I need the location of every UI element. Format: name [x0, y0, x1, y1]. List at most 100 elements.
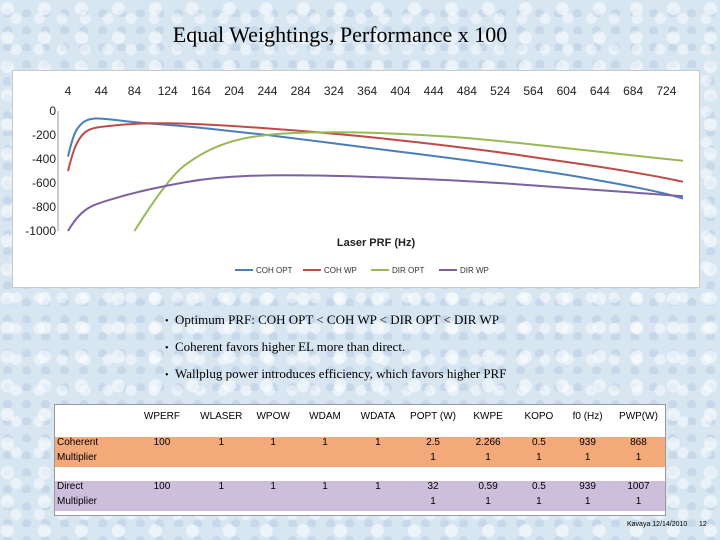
table-header-cell: WDAM	[309, 410, 341, 422]
table-header-cell: WPERF	[143, 410, 180, 422]
parameter-table-panel: WPERF WLASER WPOW WDAM WDATA POPT (W) KW…	[54, 404, 666, 516]
table-cell: 939	[563, 437, 612, 452]
table-cell: 1	[194, 481, 248, 496]
x-tick-label: 724	[656, 84, 676, 98]
table-cell	[298, 452, 352, 467]
y-tick-label: 0	[49, 104, 56, 118]
bullet-text: Coherent favors higher EL more than dire…	[175, 339, 406, 354]
bullet-list: • Optimum PRF: COH OPT < COH WP < DIR OPT…	[165, 312, 685, 393]
table-header-cell: PWP(W)	[619, 410, 658, 422]
x-tick-label: 244	[257, 84, 277, 98]
table-cell	[194, 496, 248, 511]
table-cell: 1	[194, 437, 248, 452]
table-cell: 1	[247, 481, 299, 496]
table-cell: 1	[514, 496, 564, 511]
table-row: Multiplier 1 1 1 1 1	[55, 496, 665, 511]
table-cell: 868	[611, 437, 665, 452]
table-cell: 1	[461, 452, 515, 467]
series-line-dir-wp	[67, 174, 684, 232]
chart-legend: COH OPT COH WP DIR OPT DIR WP	[235, 266, 489, 275]
table-cell: 1	[404, 452, 462, 467]
bullet-text: Optimum PRF: COH OPT < COH WP < DIR OPT …	[175, 312, 499, 327]
x-tick-label: 644	[590, 84, 610, 98]
slide-title: Equal Weightings, Performance x 100	[172, 22, 508, 47]
x-tick-label: 684	[623, 84, 643, 98]
x-tick-label: 484	[457, 84, 477, 98]
table-header-row: WPERF WLASER WPOW WDAM WDATA POPT (W) KW…	[55, 405, 665, 427]
series-lines	[67, 117, 684, 232]
table-cell: 100	[129, 481, 195, 496]
bullet-text: Wallplug power introduces efficiency, wh…	[175, 366, 507, 381]
x-tick-label: 124	[158, 84, 178, 98]
bullet-item: • Wallplug power introduces efficiency, w…	[165, 366, 507, 381]
table-cell	[129, 496, 195, 511]
table-cell: 1	[404, 496, 462, 511]
table-header-cell	[55, 405, 129, 427]
table-cell: 2.5	[404, 437, 462, 452]
table-row: Direct 100 1 1 1 1 32 0.59 0.5 939 1007	[55, 481, 665, 496]
table-cell: 0.59	[461, 481, 515, 496]
table-cell: 32	[404, 481, 462, 496]
table-cell: 1	[563, 496, 612, 511]
x-axis-title: Laser PRF (Hz)	[337, 237, 416, 249]
page-number: 12	[699, 521, 707, 528]
table-cell: 1	[514, 452, 564, 467]
table-cell: 0.5	[514, 437, 564, 452]
y-tick-label: -600	[32, 176, 56, 190]
parameter-table: WPERF WLASER WPOW WDAM WDATA POPT (W) KW…	[55, 405, 665, 511]
table-header-cell: WLASER	[200, 410, 243, 422]
x-tick-label: 524	[490, 84, 510, 98]
footer-text: Kavaya 12/14/2010	[627, 521, 688, 528]
x-tick-label: 364	[357, 84, 377, 98]
table-cell: 0.5	[514, 481, 564, 496]
y-tick-label: -800	[32, 200, 56, 214]
legend-label: DIR WP	[460, 266, 489, 275]
table-cell: 1	[247, 437, 299, 452]
table-cell: 1007	[611, 481, 665, 496]
table-header-cell: f0 (Hz)	[572, 410, 603, 422]
x-tick-label: 564	[523, 84, 543, 98]
table-cell: 1	[298, 437, 352, 452]
table-cell: 1	[611, 452, 665, 467]
table-cell	[129, 452, 195, 467]
table-cell	[247, 496, 299, 511]
row-label: Coherent	[55, 437, 130, 452]
x-tick-label: 444	[424, 84, 444, 98]
table-cell	[194, 452, 248, 467]
x-tick-label: 324	[324, 84, 344, 98]
table-row: Coherent 100 1 1 1 1 2.5 2.266 0.5 939 8…	[55, 437, 665, 452]
y-tick-labels: 0 -200 -400 -600 -800 -1000	[25, 104, 56, 238]
table-cell: 1	[351, 481, 405, 496]
x-tick-labels: 4 44 84 124 164 204 244 284 324 364 404 444 484 524 56…	[65, 84, 677, 98]
table-cell: 1	[461, 496, 515, 511]
table-cell: 2.266	[461, 437, 515, 452]
table-cell	[351, 496, 405, 511]
table-cell: 1	[563, 452, 612, 467]
series-line-coh-opt	[67, 117, 684, 200]
series-line-dir-opt	[133, 131, 684, 232]
table-header-cell: KWPE	[473, 410, 503, 422]
table-cell: 1	[298, 481, 352, 496]
x-tick-label: 284	[291, 84, 311, 98]
row-label: Direct	[55, 481, 130, 496]
series-line-coh-wp	[67, 122, 684, 183]
table-cell: 939	[563, 481, 612, 496]
table-header-cell: KOPO	[524, 410, 554, 422]
x-tick-label: 44	[95, 84, 109, 98]
table-header-cell: POPT (W)	[410, 410, 456, 422]
x-tick-label: 204	[224, 84, 244, 98]
x-tick-label: 404	[390, 84, 410, 98]
row-label: Multiplier	[55, 452, 130, 467]
table-cell: 1	[351, 437, 405, 452]
table-cell	[298, 496, 352, 511]
x-tick-label: 4	[65, 84, 72, 98]
x-tick-label: 164	[191, 84, 211, 98]
legend-label: DIR OPT	[392, 266, 425, 275]
legend-label: COH WP	[324, 266, 357, 275]
table-cell	[247, 452, 299, 467]
legend-label: COH OPT	[256, 266, 293, 275]
bullet-item: • Coherent favors higher EL more than dir…	[165, 339, 406, 354]
chart-panel: 4 44 84 124 164 204 244 284 324 364 404 444 484 524 56…	[12, 70, 700, 288]
y-tick-label: -200	[32, 128, 56, 142]
y-tick-label: -1000	[25, 224, 56, 238]
